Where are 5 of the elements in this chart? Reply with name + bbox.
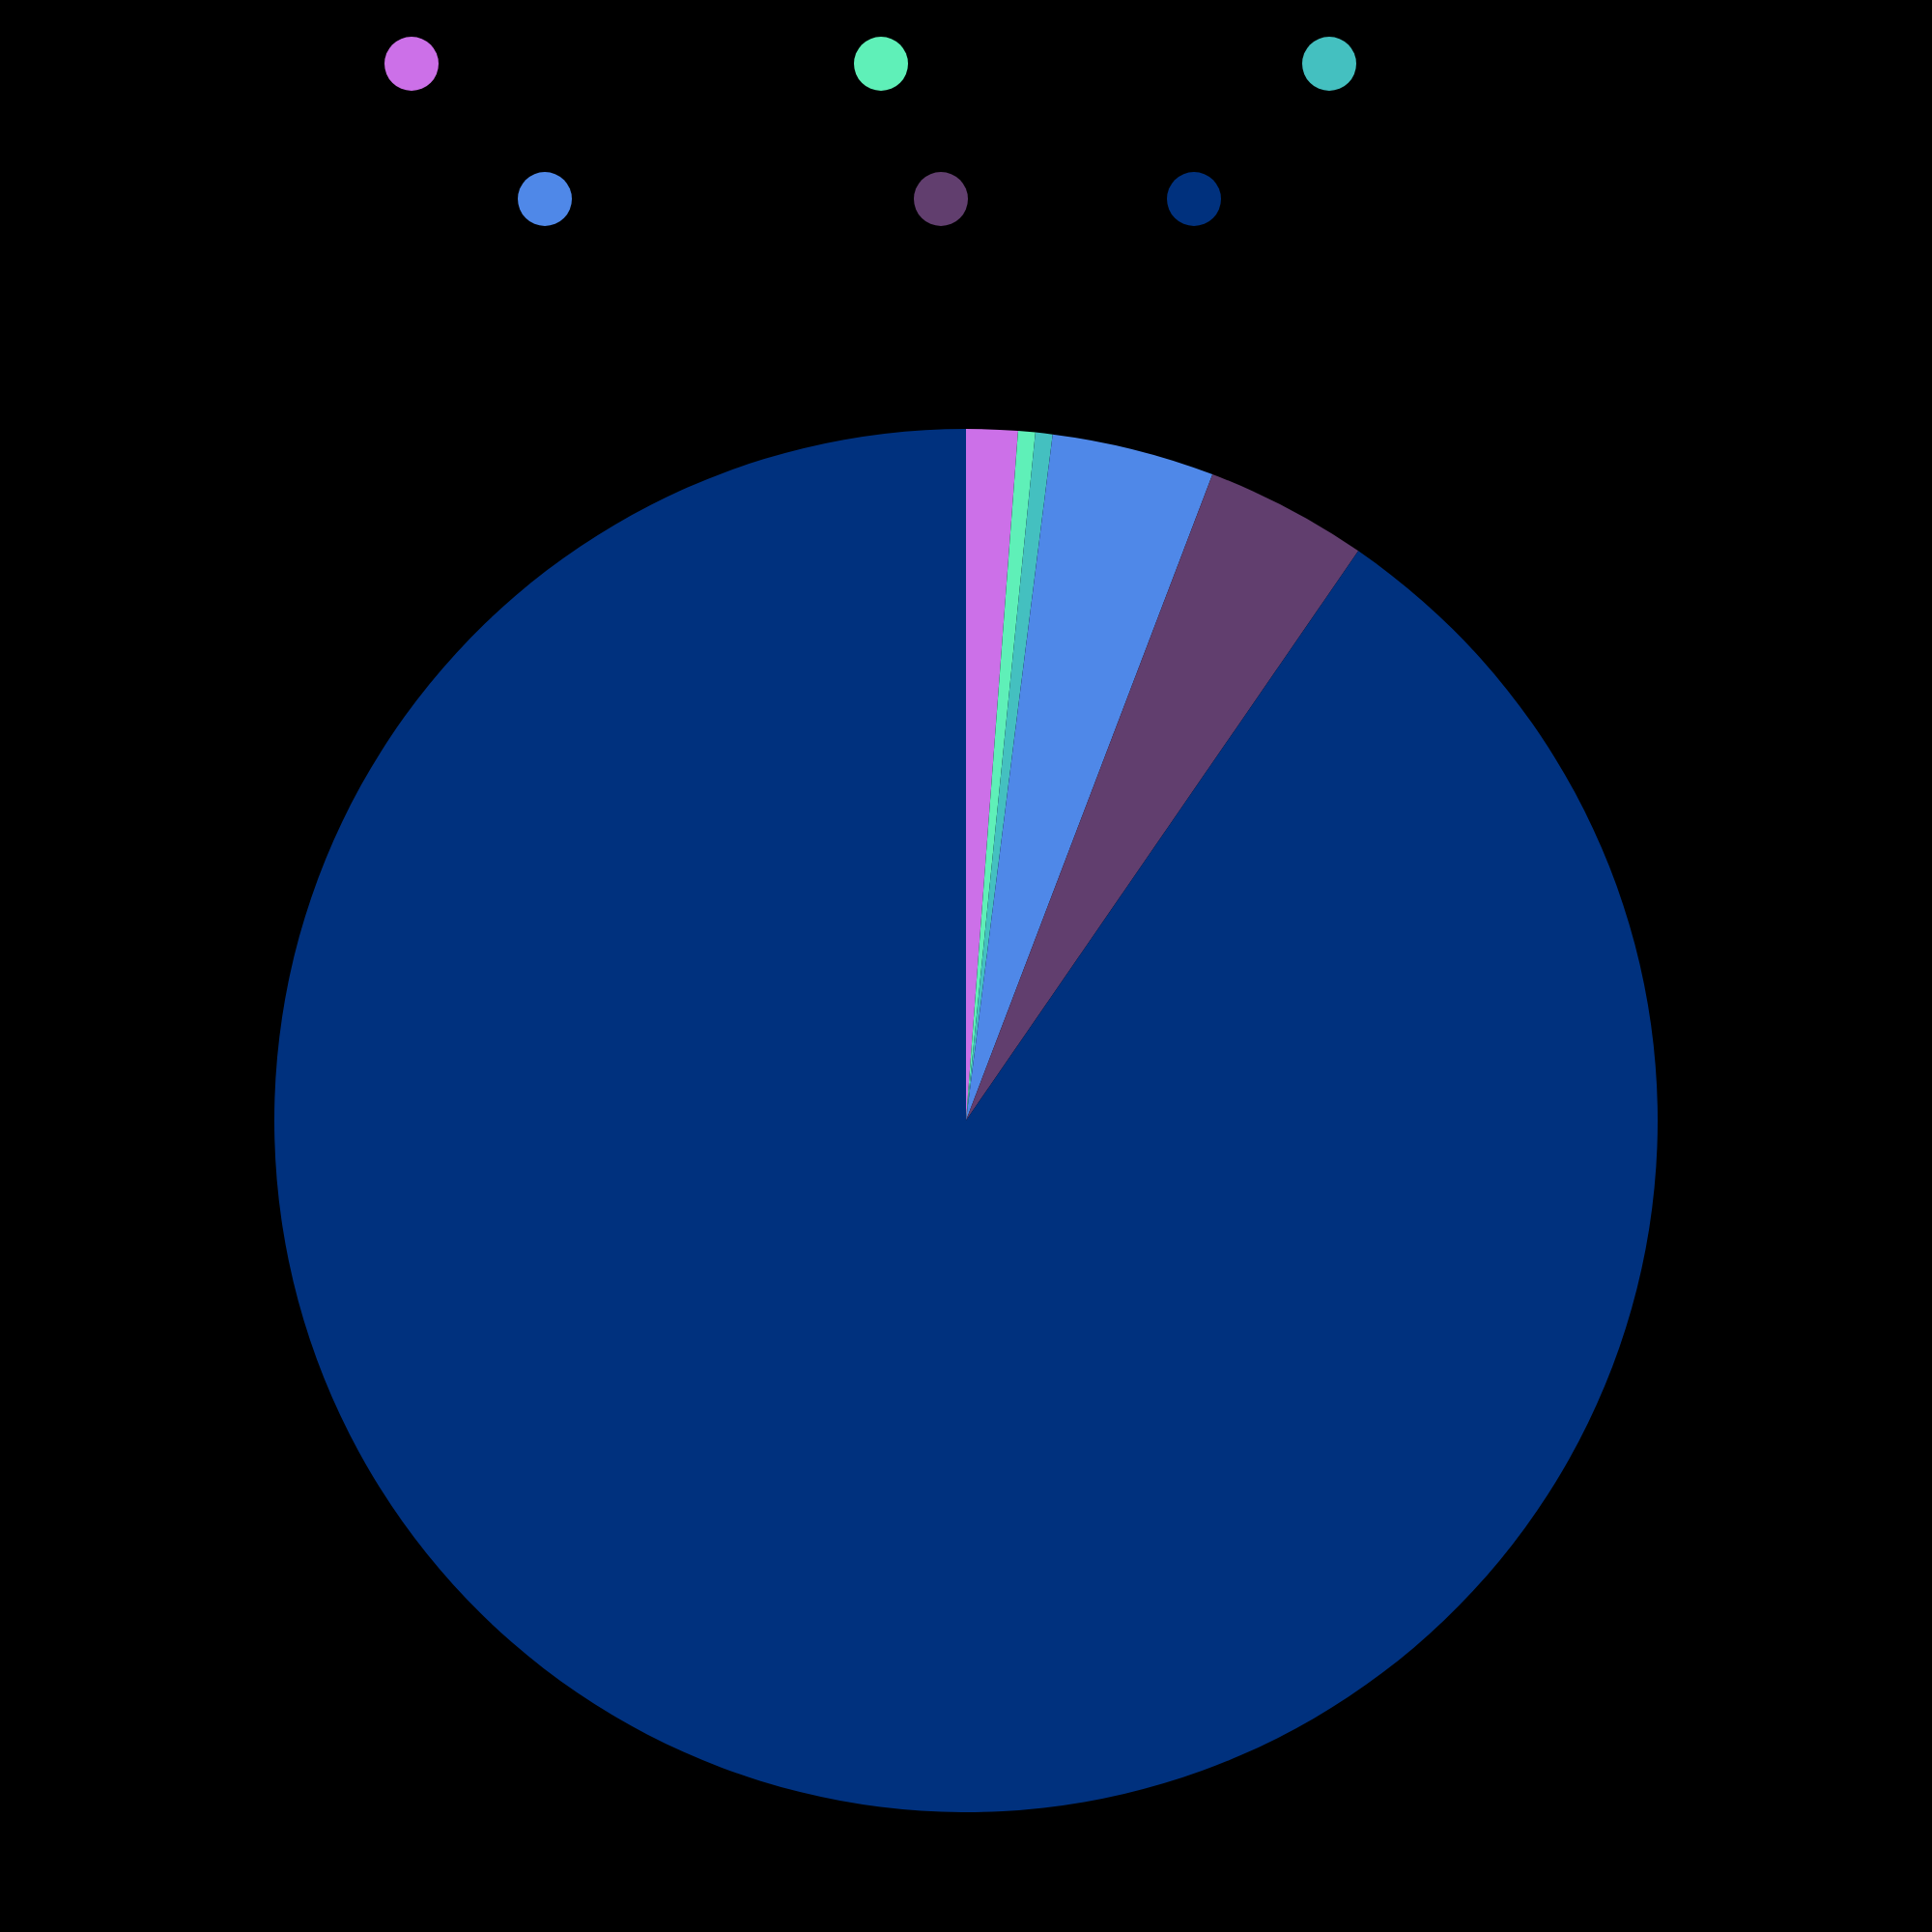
pie-slice [966,474,1359,1121]
pie-slice [966,432,1053,1121]
pie-slice [274,429,1657,1812]
pie-slice [966,434,1213,1121]
pie-slice [966,431,1036,1121]
